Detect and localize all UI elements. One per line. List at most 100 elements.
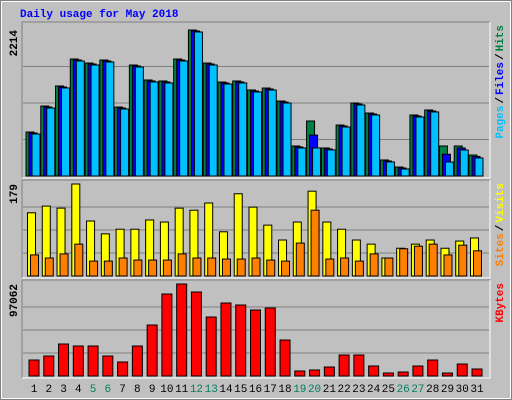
bar xyxy=(148,259,158,277)
legend-entry: KBytes xyxy=(495,283,507,323)
bar xyxy=(415,116,425,177)
bar xyxy=(162,259,172,277)
bar xyxy=(205,316,217,377)
legend: KBytes xyxy=(495,283,507,323)
bar xyxy=(281,260,291,277)
x-tick-label: 24 xyxy=(367,384,381,396)
bar xyxy=(118,257,128,277)
bar xyxy=(267,89,277,177)
bar xyxy=(427,359,439,377)
panel-bevel xyxy=(22,22,491,179)
bar xyxy=(353,354,365,377)
x-tick-label: 3 xyxy=(60,384,67,396)
bar xyxy=(459,149,469,177)
bar xyxy=(46,107,56,177)
x-tick-label: 25 xyxy=(382,384,395,396)
bar xyxy=(309,369,321,377)
bar xyxy=(412,365,424,377)
panel-bevel xyxy=(22,280,491,379)
y-tick-label: 179 xyxy=(9,184,21,204)
bar xyxy=(397,371,409,377)
bar xyxy=(236,258,246,277)
x-tick-label: 16 xyxy=(249,384,262,396)
bar xyxy=(31,133,41,177)
legend-entry: Visits xyxy=(495,183,507,223)
panel-bevel xyxy=(21,179,490,278)
bar xyxy=(444,161,454,177)
bar xyxy=(325,258,335,277)
bar xyxy=(43,355,55,377)
bar xyxy=(58,343,70,377)
bar xyxy=(282,102,292,177)
bar xyxy=(400,168,410,177)
bar xyxy=(413,245,423,277)
bar xyxy=(30,254,39,277)
x-tick-label: 7 xyxy=(119,384,126,396)
bar xyxy=(133,259,143,277)
bar xyxy=(44,257,54,277)
bar xyxy=(102,355,114,377)
bar xyxy=(384,257,394,277)
x-tick-label: 1 xyxy=(31,384,38,396)
x-tick-label: 29 xyxy=(441,384,454,396)
bar xyxy=(279,339,291,377)
bar xyxy=(134,66,144,177)
x-tick-label: 21 xyxy=(323,384,337,396)
bar xyxy=(368,365,380,377)
x-tick-label: 28 xyxy=(426,384,439,396)
bar xyxy=(75,60,85,177)
bar xyxy=(149,81,159,177)
bar xyxy=(103,260,113,277)
bar xyxy=(161,293,173,377)
legend-separator: / xyxy=(495,224,507,231)
bar xyxy=(176,283,188,377)
bar xyxy=(385,161,395,177)
bar xyxy=(146,324,158,377)
x-tick-label: 26 xyxy=(397,384,410,396)
bar xyxy=(473,250,482,277)
bar xyxy=(221,258,231,277)
bar xyxy=(208,64,218,177)
y-tick-label: 97062 xyxy=(9,284,21,317)
x-tick-label: 11 xyxy=(175,384,189,396)
x-tick-label: 2 xyxy=(45,384,52,396)
bar xyxy=(354,260,364,277)
bar xyxy=(235,304,247,377)
bar xyxy=(74,243,84,277)
bar xyxy=(310,209,320,277)
bar xyxy=(238,82,248,177)
bar xyxy=(369,253,379,277)
x-tick-label: 13 xyxy=(205,384,218,396)
y-tick-label: 2214 xyxy=(9,30,21,57)
x-tick-label: 23 xyxy=(352,384,365,396)
x-tick-label: 15 xyxy=(234,384,247,396)
bar xyxy=(341,126,351,177)
x-tick-label: 5 xyxy=(90,384,97,396)
panel-bevel xyxy=(22,180,491,279)
bar xyxy=(89,260,99,277)
x-tick-label: 20 xyxy=(308,384,321,396)
bar xyxy=(295,242,305,277)
bar xyxy=(458,244,468,277)
bar xyxy=(117,361,129,377)
legend: Sites /Visits xyxy=(495,183,507,266)
bar xyxy=(474,157,484,177)
bar xyxy=(105,61,115,177)
bar xyxy=(338,354,350,377)
bar xyxy=(193,31,203,177)
bar xyxy=(251,257,261,277)
x-tick-label: 6 xyxy=(105,384,112,396)
bar xyxy=(253,91,262,177)
bar xyxy=(441,372,453,377)
bar xyxy=(192,257,202,277)
bar xyxy=(266,259,276,277)
bar xyxy=(443,254,453,277)
bar xyxy=(326,149,336,177)
x-tick-label: 14 xyxy=(219,384,233,396)
bar xyxy=(294,370,306,377)
bar xyxy=(382,372,394,377)
x-tick-label: 8 xyxy=(134,384,141,396)
panel-bevel xyxy=(21,21,490,178)
